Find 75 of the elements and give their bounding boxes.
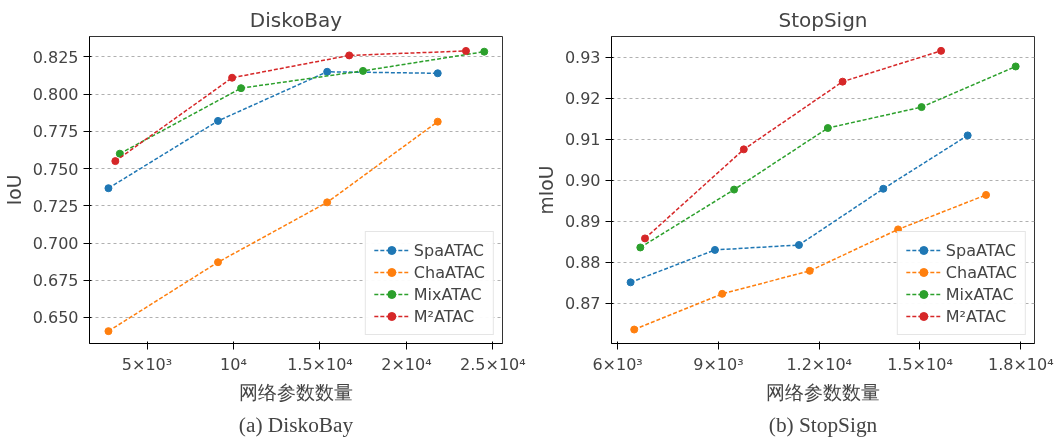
y-tick-label: 0.825 bbox=[32, 47, 79, 67]
point bbox=[345, 51, 354, 60]
y-tick-label: 0.675 bbox=[32, 271, 79, 291]
legend-label: ChaATAC bbox=[945, 262, 1017, 282]
x-tick-label: 1.8×10⁴ bbox=[987, 354, 1054, 374]
x-tick-label: 2.5×10⁴ bbox=[460, 354, 526, 374]
y-tick-label: 0.88 bbox=[564, 253, 601, 273]
point bbox=[794, 241, 803, 249]
x-tick-label: 9×10³ bbox=[693, 354, 744, 374]
y-tick-label: 0.800 bbox=[32, 85, 79, 105]
point bbox=[115, 149, 124, 158]
point bbox=[879, 184, 888, 193]
point bbox=[636, 243, 645, 252]
y-tick-label: 0.775 bbox=[32, 122, 79, 142]
chart-title: DiskoBay bbox=[249, 7, 343, 32]
x-tick-label: 1.5×10⁴ bbox=[287, 354, 353, 374]
point bbox=[838, 77, 847, 86]
point bbox=[433, 69, 442, 78]
point bbox=[963, 131, 972, 140]
point bbox=[1011, 62, 1020, 71]
y-axis-title: mIoU bbox=[535, 165, 557, 215]
x-axis-title: 网络参数数量 bbox=[766, 381, 880, 403]
point bbox=[228, 73, 237, 82]
legend-label: SpaATAC bbox=[945, 240, 1016, 260]
y-tick-label: 0.87 bbox=[564, 294, 601, 314]
y-tick-label: 0.92 bbox=[564, 89, 601, 109]
point bbox=[111, 157, 120, 166]
legend-label: MixATAC bbox=[413, 284, 482, 304]
text: (a) DiskoBay bbox=[238, 412, 354, 437]
point bbox=[823, 124, 832, 133]
y-tick-label: 0.90 bbox=[564, 171, 601, 191]
x-axis-title: 网络参数数量 bbox=[239, 381, 353, 403]
text: (b) StopSign bbox=[768, 412, 878, 437]
y-tick-label: 0.750 bbox=[32, 159, 79, 179]
y-tick-label: 0.650 bbox=[32, 308, 79, 328]
point bbox=[710, 245, 719, 254]
point bbox=[480, 47, 489, 56]
point bbox=[626, 278, 635, 287]
point bbox=[237, 84, 246, 93]
legend-label: ChaATAC bbox=[413, 262, 485, 282]
legend-label: M²ATAC bbox=[413, 306, 475, 326]
legend-label: SpaATAC bbox=[413, 240, 484, 260]
point bbox=[982, 190, 991, 199]
point bbox=[213, 116, 222, 125]
y-tick-label: 0.93 bbox=[564, 48, 601, 68]
y-axis-title: IoU bbox=[3, 174, 25, 206]
x-tick-label: 6×10³ bbox=[592, 354, 643, 374]
x-tick-label: 5×10³ bbox=[121, 354, 173, 374]
y-tick-label: 0.700 bbox=[32, 234, 79, 253]
point bbox=[104, 327, 113, 336]
point bbox=[358, 66, 367, 75]
y-tick-label: 0.89 bbox=[564, 212, 601, 232]
x-tick-label: 2×10⁴ bbox=[381, 354, 432, 374]
point bbox=[718, 289, 727, 298]
point bbox=[323, 198, 332, 207]
legend-label: MixATAC bbox=[945, 284, 1014, 304]
point bbox=[323, 67, 332, 76]
point bbox=[104, 184, 113, 193]
x-tick-label: 1.5×10⁴ bbox=[887, 354, 953, 374]
point bbox=[917, 103, 926, 112]
legend-label: M²ATAC bbox=[945, 306, 1007, 326]
chart-title: StopSign bbox=[778, 7, 868, 32]
point bbox=[641, 234, 649, 243]
point bbox=[213, 258, 222, 267]
x-tick-label: 1.2×10⁴ bbox=[786, 354, 853, 374]
point bbox=[937, 46, 946, 55]
point bbox=[805, 266, 814, 275]
point bbox=[630, 325, 639, 334]
point bbox=[730, 185, 739, 194]
y-tick-label: 0.91 bbox=[564, 130, 601, 150]
point bbox=[739, 145, 748, 154]
point bbox=[433, 117, 442, 126]
y-tick-label: 0.725 bbox=[32, 196, 79, 216]
x-tick-label: 10⁴ bbox=[220, 354, 247, 374]
point bbox=[461, 46, 470, 55]
